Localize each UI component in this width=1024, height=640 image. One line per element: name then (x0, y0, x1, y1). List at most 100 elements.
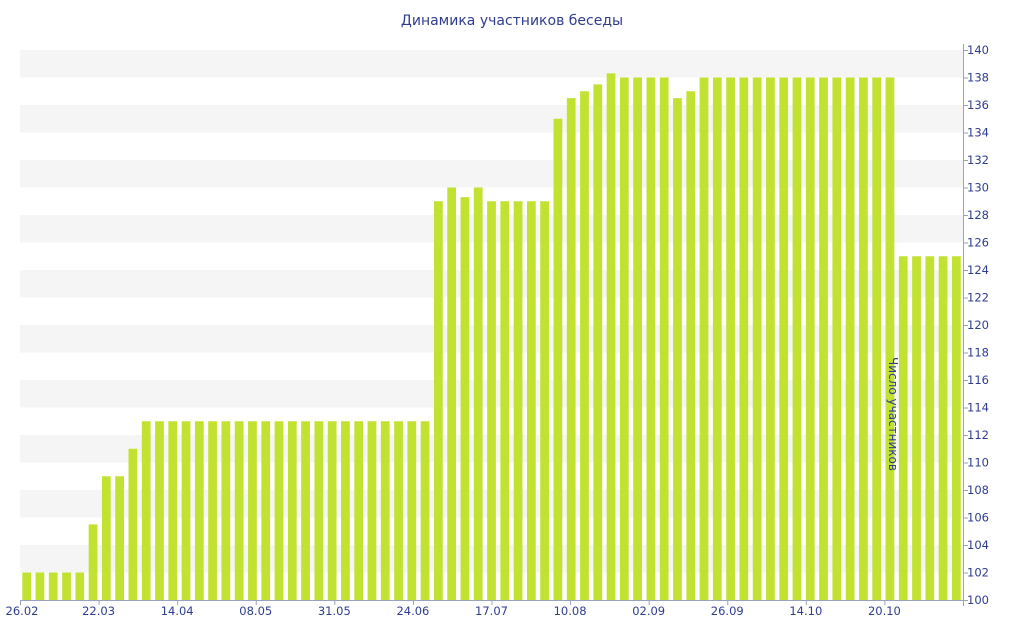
y-tick-label-108: 108 (967, 483, 989, 497)
grid-band-9 (20, 50, 963, 78)
bar-64 (872, 77, 882, 600)
bar-47 (646, 77, 656, 600)
x-tick-label-11: 20.10 (868, 604, 901, 618)
bar-3 (62, 572, 71, 600)
bar-4 (75, 572, 85, 600)
y-tick-label-136: 136 (967, 98, 989, 112)
bar-39 (540, 201, 550, 600)
bar-48 (659, 77, 669, 600)
bar-25 (354, 421, 364, 600)
y-tick-label-110: 110 (967, 456, 989, 470)
x-tick-label-9: 26.09 (711, 604, 744, 618)
bar-69 (938, 256, 948, 600)
bar-33 (460, 197, 470, 600)
x-tick-label-10: 14.10 (789, 604, 822, 618)
bar-9 (141, 421, 151, 600)
bar-6 (101, 476, 111, 600)
y-tick-label-100: 100 (967, 593, 989, 607)
bar-60 (819, 77, 828, 600)
bar-0 (22, 572, 32, 600)
y-tick-label-118: 118 (967, 346, 989, 360)
bar-29 (407, 421, 417, 600)
bar-11 (168, 421, 178, 600)
bar-53 (726, 77, 735, 600)
bar-67 (912, 256, 921, 600)
bar-18 (261, 421, 271, 600)
bar-52 (712, 77, 722, 600)
bar-38 (526, 201, 536, 600)
y-tick-label-114: 114 (967, 401, 989, 415)
x-tick-label-8: 02.09 (632, 604, 665, 618)
bar-13 (194, 421, 204, 600)
bar-23 (327, 421, 337, 600)
x-tick-label-0: 26.02 (6, 604, 39, 618)
bar-43 (593, 84, 603, 601)
bar-series (22, 73, 961, 601)
bar-7 (115, 476, 124, 600)
bar-21 (301, 421, 310, 600)
bar-54 (739, 77, 749, 600)
bar-26 (367, 421, 377, 600)
y-tick-label-112: 112 (967, 428, 989, 442)
bar-42 (580, 91, 589, 600)
bar-66 (898, 256, 908, 600)
y-tick-label-130: 130 (967, 181, 989, 195)
bar-56 (766, 77, 775, 600)
bar-24 (341, 421, 350, 600)
bar-51 (699, 77, 709, 600)
y-tick-label-140: 140 (967, 43, 989, 57)
y-tick-label-128: 128 (967, 208, 989, 222)
bar-45 (619, 77, 629, 600)
bar-15 (221, 421, 231, 600)
bar-5 (88, 524, 98, 601)
x-tick-label-5: 24.06 (396, 604, 429, 618)
bar-27 (380, 421, 390, 600)
bar-44 (606, 73, 616, 601)
bar-31 (433, 201, 443, 600)
bar-16 (234, 421, 244, 600)
bar-57 (779, 77, 789, 600)
bar-32 (447, 187, 457, 600)
y-tick-label-120: 120 (967, 318, 989, 332)
bar-40 (553, 118, 563, 600)
grid-band-7 (20, 160, 963, 188)
chart-title: Динамика участников беседы (400, 13, 624, 29)
y-tick-label-106: 106 (967, 511, 989, 525)
x-tick-label-1: 22.03 (82, 604, 115, 618)
x-tick-label-7: 10.08 (554, 604, 587, 618)
x-tick-label-2: 14.04 (161, 604, 194, 618)
y-axis: 100 102 104 106 108 110 112 114 116 118 120 122 124 1… (963, 43, 989, 607)
x-tick-label-6: 17.07 (475, 604, 508, 618)
bar-8 (128, 448, 138, 600)
y-tick-label-124: 124 (967, 263, 989, 277)
y-tick-label-132: 132 (967, 153, 989, 167)
bar-55 (752, 77, 762, 600)
bar-41 (566, 98, 576, 601)
bar-50 (686, 91, 696, 600)
bar-46 (633, 77, 642, 600)
grid-band-8 (20, 105, 963, 133)
bar-62 (845, 77, 855, 600)
bar-65 (885, 77, 895, 600)
bar-17 (248, 421, 257, 600)
bar-22 (314, 421, 324, 600)
bar-28 (394, 421, 403, 600)
y-tick-label-138: 138 (967, 71, 989, 85)
x-axis: 26.02 22.03 14.04 08.05 31.05 24.06 17.07 10.08… (6, 600, 963, 618)
bar-58 (792, 77, 802, 600)
y-tick-label-134: 134 (967, 126, 989, 140)
bar-10 (155, 421, 164, 600)
bar-63 (859, 77, 868, 600)
bar-19 (274, 421, 284, 600)
y-tick-label-126: 126 (967, 236, 989, 250)
y-tick-label-116: 116 (967, 373, 989, 387)
y-tick-label-104: 104 (967, 538, 989, 552)
bar-30 (420, 421, 430, 600)
bar-12 (181, 421, 191, 600)
bar-49 (673, 98, 682, 601)
bar-68 (925, 256, 935, 600)
bar-36 (500, 201, 510, 600)
bar-59 (805, 77, 815, 600)
bar-1 (35, 572, 45, 600)
